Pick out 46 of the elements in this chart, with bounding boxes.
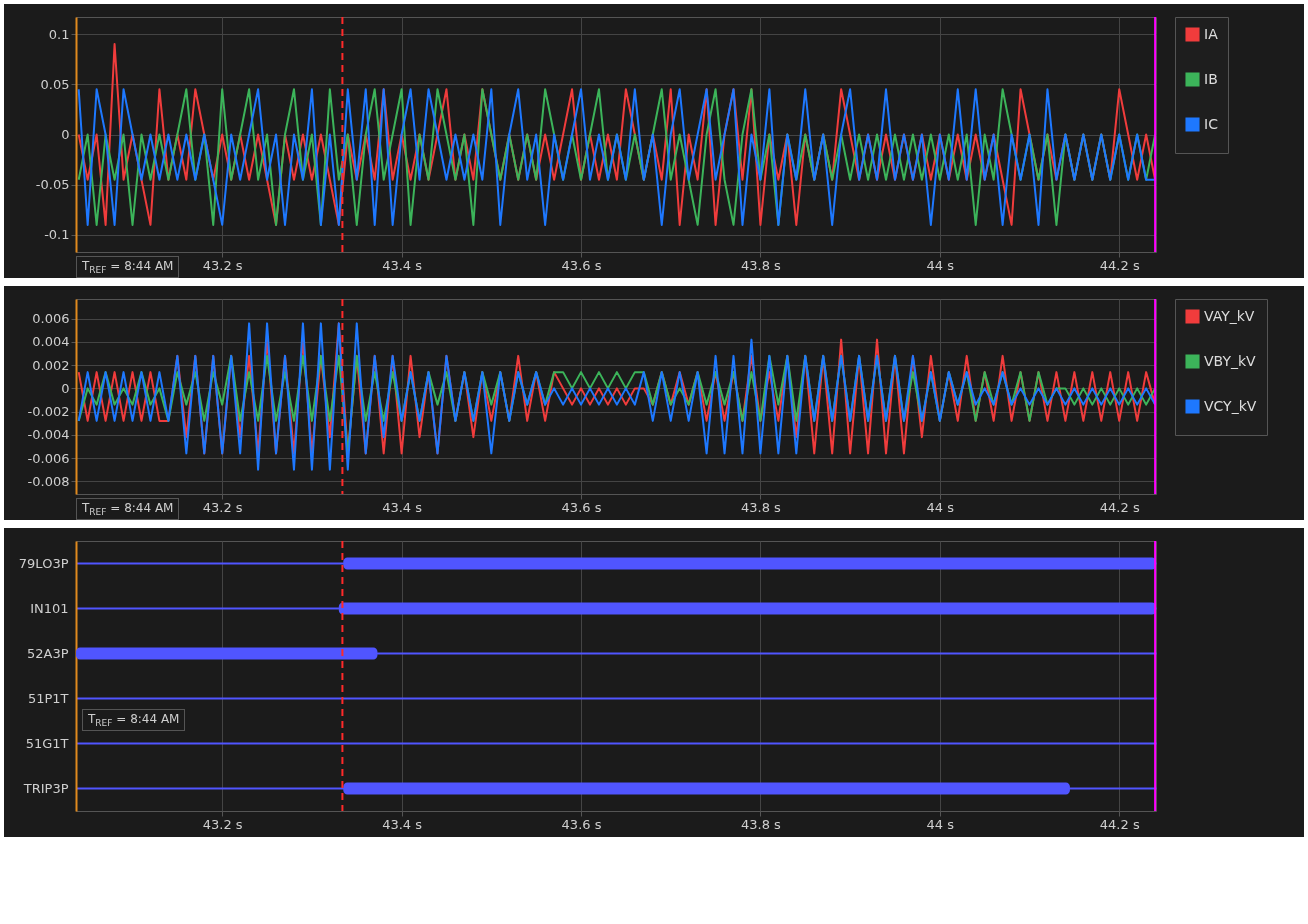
y-tick-label: -0.004 (27, 427, 70, 443)
legend-label: IA (1204, 25, 1219, 42)
x-tick-label: 43.2 s (202, 499, 243, 515)
x-tick-label: 43.2 s (202, 257, 243, 273)
x-tick-label: 44 s (926, 499, 955, 515)
y-tick-label: -0.1 (44, 227, 70, 243)
x-tick-label: 43.6 s (561, 499, 602, 515)
x-tick-label: 44.2 s (1099, 816, 1140, 832)
x-tick-label: 44 s (926, 257, 955, 273)
x-tick-label: 43.8 s (740, 816, 782, 832)
y-tick-label: -0.008 (27, 473, 70, 489)
y-tick-label: 51G1T (25, 735, 69, 751)
y-tick-label: 0.1 (48, 26, 70, 42)
y-tick-label: TRIP3P (22, 780, 69, 796)
y-tick-label: 52A3P (26, 645, 69, 661)
x-tick-label: 44.2 s (1099, 499, 1140, 515)
legend-label: IB (1204, 70, 1218, 87)
annotation: T$_{REF}$ = 8:44 AM (82, 709, 186, 732)
y-tick-label: 79LO3P (18, 555, 69, 571)
y-tick-label: 0.004 (32, 334, 70, 350)
legend-label: VCY_kV (1204, 397, 1257, 414)
y-tick-label: -0.006 (27, 450, 70, 466)
legend-label: VBY_kV (1204, 352, 1257, 369)
y-tick-label: 0.006 (32, 311, 70, 327)
x-tick-label: 44 s (926, 816, 955, 832)
x-tick-label: 43.6 s (561, 816, 602, 832)
x-tick-label: 43.4 s (382, 499, 423, 515)
legend-label: VAY_kV (1204, 307, 1255, 324)
x-tick-label: 44.2 s (1099, 257, 1140, 273)
x-tick-label: 43.4 s (382, 816, 423, 832)
legend-label: IC (1204, 115, 1219, 132)
y-tick-label: 51P1T (27, 690, 69, 706)
y-tick-label: -0.05 (35, 177, 70, 193)
y-tick-label: -0.002 (27, 404, 70, 420)
x-tick-label: 43.8 s (740, 257, 782, 273)
text: T$_{REF}$ = 8:44 AM (76, 498, 180, 521)
y-tick-label: IN101 (30, 600, 69, 616)
y-tick-label: 0.05 (40, 76, 70, 92)
y-tick-label: 0.002 (32, 357, 70, 373)
x-tick-label: 43.8 s (740, 499, 782, 515)
x-tick-label: 43.4 s (382, 257, 423, 273)
y-tick-label: 0 (61, 127, 70, 142)
y-tick-label: 0 (61, 380, 70, 396)
x-tick-label: 43.6 s (561, 257, 602, 273)
x-tick-label: 43.2 s (202, 816, 243, 832)
text: T$_{REF}$ = 8:44 AM (76, 256, 180, 279)
